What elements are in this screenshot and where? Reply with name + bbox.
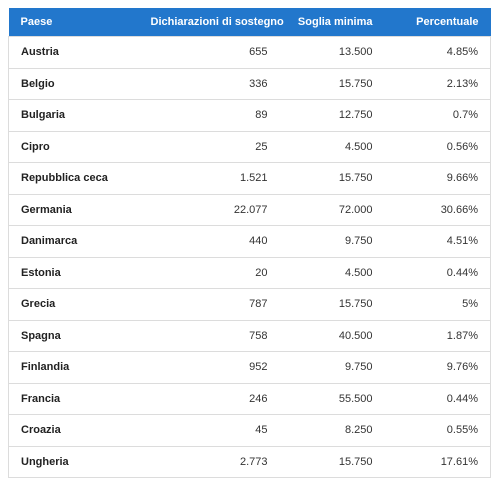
value-cell: 4.51% (384, 225, 491, 258)
value-cell: 13.500 (279, 36, 385, 69)
value-cell: 4.85% (384, 36, 491, 69)
value-cell: 15.750 (279, 162, 385, 195)
value-cell: 25 (138, 130, 280, 163)
value-cell: 0.44% (384, 382, 491, 415)
column-header: Paese (8, 8, 139, 37)
table-row: Estonia 20 4.500 0.44% (8, 256, 491, 289)
country-cell: Ungheria (8, 445, 139, 478)
country-cell: Francia (8, 382, 139, 415)
value-cell: 40.500 (279, 319, 385, 352)
value-cell: 30.66% (384, 193, 491, 226)
column-header: Dichiarazioni di sostegno (138, 8, 284, 37)
country-cell: Belgio (8, 67, 139, 100)
value-cell: 4.500 (279, 130, 385, 163)
table-row: Finlandia 952 9.750 9.76% (8, 351, 491, 384)
country-cell: Croazia (8, 414, 139, 447)
value-cell: 9.66% (384, 162, 491, 195)
value-cell: 0.55% (384, 414, 491, 447)
value-cell: 336 (138, 67, 280, 100)
value-cell: 45 (138, 414, 280, 447)
value-cell: 15.750 (279, 288, 385, 321)
value-cell: 12.750 (279, 99, 385, 132)
table-row: Belgio 336 15.750 2.13% (8, 67, 491, 100)
country-cell: Bulgaria (8, 99, 139, 132)
table-row: Austria 655 13.500 4.85% (8, 36, 491, 69)
value-cell: 15.750 (279, 445, 385, 478)
value-cell: 0.56% (384, 130, 491, 163)
data-table: Paese Dichiarazioni di sostegno Soglia min… (8, 8, 491, 478)
value-cell: 246 (138, 382, 280, 415)
country-cell: Repubblica ceca (8, 162, 139, 195)
table-row: Cipro 25 4.500 0.56% (8, 130, 491, 163)
value-cell: 55.500 (279, 382, 385, 415)
value-cell: 22.077 (138, 193, 280, 226)
table-row: Spagna 758 40.500 1.87% (8, 319, 491, 352)
table-row: Grecia 787 15.750 5% (8, 288, 491, 321)
table-row: Ungheria 2.773 15.750 17.61% (8, 445, 491, 478)
table-row: Croazia 45 8.250 0.55% (8, 414, 491, 447)
table-row: Germania 22.077 72.000 30.66% (8, 193, 491, 226)
country-cell: Austria (8, 36, 139, 69)
value-cell: 17.61% (384, 445, 491, 478)
country-cell: Finlandia (8, 351, 139, 384)
value-cell: 4.500 (279, 256, 385, 289)
value-cell: 15.750 (279, 67, 385, 100)
table-row: Bulgaria 89 12.750 0.7% (8, 99, 491, 132)
country-cell: Cipro (8, 130, 139, 163)
table-row: Francia 246 55.500 0.44% (8, 382, 491, 415)
value-cell: 0.44% (384, 256, 491, 289)
value-cell: 72.000 (279, 193, 385, 226)
value-cell: 9.76% (384, 351, 491, 384)
value-cell: 1.521 (138, 162, 280, 195)
value-cell: 952 (138, 351, 280, 384)
value-cell: 2.13% (384, 67, 491, 100)
table-body: Austria 655 13.500 4.85% Belgio 336 15.750 2.13… (8, 36, 491, 478)
country-cell: Germania (8, 193, 139, 226)
country-cell: Danimarca (8, 225, 139, 258)
country-cell: Spagna (8, 319, 139, 352)
value-cell: 1.87% (384, 319, 491, 352)
value-cell: 2.773 (138, 445, 280, 478)
header-row: Paese Dichiarazioni di sostegno Soglia min… (8, 8, 491, 37)
country-cell: Grecia (8, 288, 139, 321)
country-cell: Estonia (8, 256, 139, 289)
value-cell: 787 (138, 288, 280, 321)
column-header: Percentuale (384, 8, 491, 37)
value-cell: 9.750 (279, 225, 385, 258)
column-header: Soglia minima (279, 8, 385, 37)
value-cell: 0.7% (384, 99, 491, 132)
value-cell: 20 (138, 256, 280, 289)
value-cell: 8.250 (279, 414, 385, 447)
table-row: Repubblica ceca 1.521 15.750 9.66% (8, 162, 491, 195)
value-cell: 5% (384, 288, 491, 321)
value-cell: 758 (138, 319, 280, 352)
table-header: Paese Dichiarazioni di sostegno Soglia min… (8, 8, 491, 37)
value-cell: 655 (138, 36, 280, 69)
value-cell: 440 (138, 225, 280, 258)
value-cell: 9.750 (279, 351, 385, 384)
value-cell: 89 (138, 99, 280, 132)
table-row: Danimarca 440 9.750 4.51% (8, 225, 491, 258)
